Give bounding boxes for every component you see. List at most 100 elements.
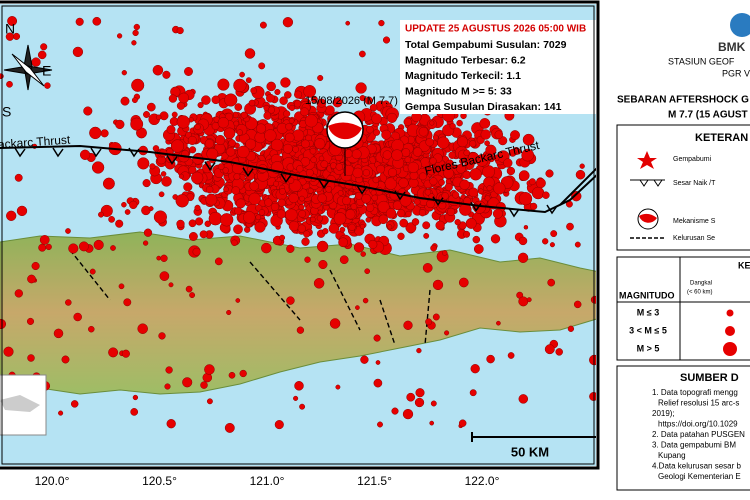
fault-tooth xyxy=(318,179,330,189)
sources-title: SUMBER D xyxy=(680,372,739,384)
aftershock xyxy=(259,21,267,29)
aftershock xyxy=(300,107,309,117)
aftershock xyxy=(309,147,317,155)
aftershock xyxy=(61,355,70,364)
aftershock xyxy=(26,317,35,325)
aftershock xyxy=(248,99,256,107)
aftershock xyxy=(547,278,556,287)
aftershock xyxy=(413,198,421,206)
aftershock xyxy=(372,176,380,184)
aftershock xyxy=(332,97,343,108)
aftershock xyxy=(92,16,102,26)
aftershock xyxy=(301,237,310,246)
aftershock xyxy=(350,203,358,210)
aftershock xyxy=(14,289,23,298)
aftershock xyxy=(39,235,50,245)
aftershock xyxy=(494,130,504,139)
magnitude-symbol xyxy=(723,342,737,356)
aftershock xyxy=(27,274,36,284)
aftershock xyxy=(297,224,306,233)
aftershock xyxy=(282,143,293,154)
aftershock xyxy=(387,224,393,230)
aftershock xyxy=(288,192,299,204)
aftershock xyxy=(490,234,501,244)
aftershock xyxy=(456,163,466,174)
aftershock xyxy=(427,167,436,176)
aftershock xyxy=(149,163,156,170)
aftershock xyxy=(115,219,124,228)
aftershock xyxy=(279,188,286,195)
aftershock xyxy=(124,209,131,215)
aftershock xyxy=(508,148,517,157)
fault-tooth xyxy=(52,147,64,158)
aftershock xyxy=(294,381,304,391)
aftershock xyxy=(285,208,298,222)
table-column: Dangkal xyxy=(690,281,712,287)
fault-label: Backarc Thrust xyxy=(0,133,71,153)
aftershock xyxy=(360,251,366,257)
aftershock xyxy=(171,111,178,118)
aftershock xyxy=(185,285,193,293)
fault-tooth xyxy=(470,202,482,212)
legend-title: KETERAN xyxy=(695,132,748,144)
aftershock xyxy=(100,129,109,138)
aftershock xyxy=(152,64,164,76)
aftershock xyxy=(529,202,538,211)
aftershock xyxy=(188,219,197,228)
aftershock xyxy=(322,228,329,235)
aftershock xyxy=(361,193,372,204)
aftershock xyxy=(284,91,292,99)
aftershock xyxy=(223,186,229,193)
aftershock xyxy=(217,117,230,129)
aftershock xyxy=(118,283,125,290)
fault-tooth xyxy=(394,190,406,201)
aftershock xyxy=(222,167,229,174)
aftershock xyxy=(477,188,484,195)
source-line: 1. Data topografi mengg xyxy=(652,388,738,397)
aftershock xyxy=(266,93,275,103)
fault-tooth xyxy=(508,207,520,218)
aftershock xyxy=(65,299,72,306)
info-title: UPDATE 25 AGUSTUS 2026 05:00 WIB xyxy=(405,24,586,35)
aftershock xyxy=(16,205,28,217)
aftershock xyxy=(3,346,14,357)
aftershock xyxy=(239,369,247,378)
aftershock xyxy=(526,297,532,303)
aftershock xyxy=(338,237,348,248)
aftershock xyxy=(407,161,419,174)
aftershock xyxy=(237,145,250,159)
aftershock xyxy=(224,422,235,433)
aftershock xyxy=(403,117,412,127)
aftershock xyxy=(293,395,299,401)
aftershock xyxy=(58,410,64,416)
aftershock xyxy=(339,226,346,233)
legend-star xyxy=(637,151,657,169)
aftershock xyxy=(304,114,318,128)
aftershock xyxy=(178,173,184,179)
aftershock xyxy=(286,244,295,253)
source-line: 3. Data gempabumi BM xyxy=(652,441,736,450)
aftershock xyxy=(235,298,241,303)
aftershock xyxy=(518,192,533,206)
aftershock xyxy=(195,217,204,226)
aftershock xyxy=(146,102,156,112)
aftershock xyxy=(293,100,302,108)
aftershock xyxy=(432,279,444,291)
aftershock xyxy=(486,354,495,364)
aftershock xyxy=(359,50,366,58)
aftershock xyxy=(188,232,198,241)
aftershock xyxy=(108,347,119,358)
aftershock xyxy=(133,23,140,31)
aftershock xyxy=(382,150,392,160)
aftershock xyxy=(339,255,349,265)
aftershock xyxy=(521,148,535,162)
aftershock xyxy=(381,129,392,140)
source-line: https://doi.org/10.1029 xyxy=(658,420,738,429)
aftershock xyxy=(168,282,174,288)
aftershock xyxy=(496,320,501,326)
fault-tooth xyxy=(14,147,26,158)
aftershock xyxy=(365,216,372,223)
aftershock xyxy=(266,81,276,92)
aftershock xyxy=(472,235,481,244)
